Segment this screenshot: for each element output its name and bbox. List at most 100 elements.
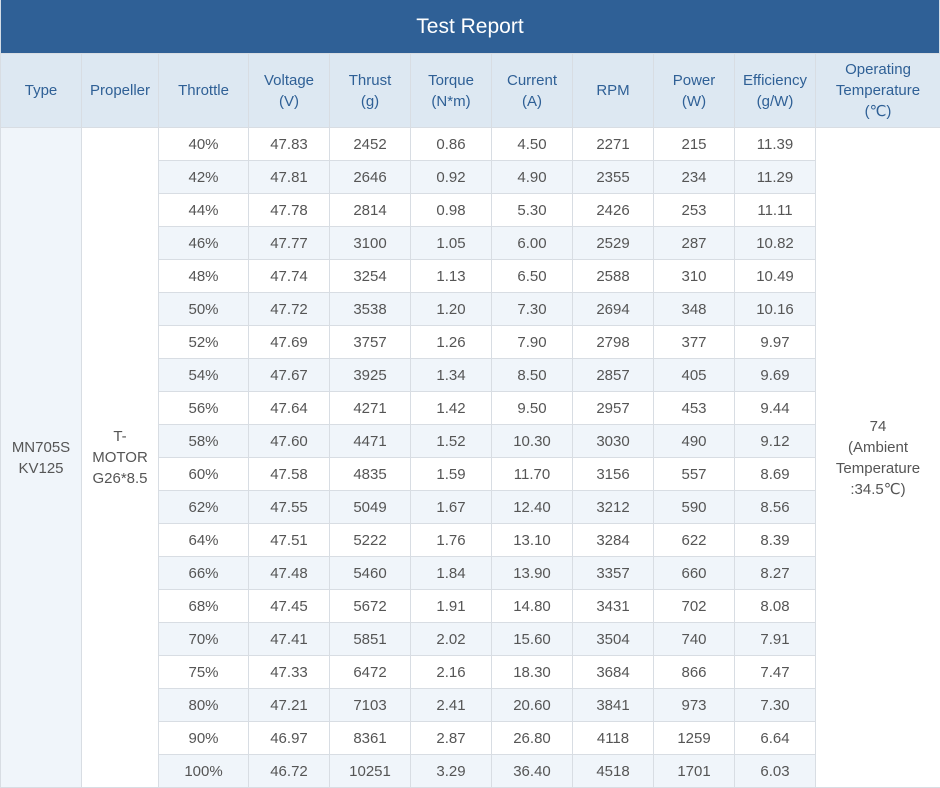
power-cell: 405 xyxy=(654,359,735,392)
rpm-cell: 2857 xyxy=(573,359,654,392)
throttle-cell: 58% xyxy=(159,425,249,458)
rpm-cell: 3684 xyxy=(573,656,654,689)
thrust-cell: 5460 xyxy=(330,557,411,590)
torque-cell: 2.41 xyxy=(411,689,492,722)
torque-cell: 1.76 xyxy=(411,524,492,557)
header-row: Type Propeller Throttle Voltage(V) Thrus… xyxy=(1,54,940,128)
torque-cell: 1.52 xyxy=(411,425,492,458)
throttle-cell: 40% xyxy=(159,128,249,161)
power-cell: 310 xyxy=(654,260,735,293)
throttle-cell: 56% xyxy=(159,392,249,425)
efficiency-cell: 9.12 xyxy=(735,425,816,458)
voltage-cell: 47.55 xyxy=(249,491,330,524)
power-cell: 740 xyxy=(654,623,735,656)
thrust-cell: 5672 xyxy=(330,590,411,623)
current-cell: 14.80 xyxy=(492,590,573,623)
report-title: Test Report xyxy=(0,0,940,53)
header-power: Power(W) xyxy=(654,54,735,128)
rpm-cell: 3156 xyxy=(573,458,654,491)
throttle-cell: 52% xyxy=(159,326,249,359)
torque-cell: 1.13 xyxy=(411,260,492,293)
efficiency-cell: 8.56 xyxy=(735,491,816,524)
rpm-cell: 2798 xyxy=(573,326,654,359)
voltage-cell: 47.60 xyxy=(249,425,330,458)
voltage-cell: 47.78 xyxy=(249,194,330,227)
rpm-cell: 3212 xyxy=(573,491,654,524)
thrust-cell: 4835 xyxy=(330,458,411,491)
header-thrust: Thrust(g) xyxy=(330,54,411,128)
current-cell: 7.90 xyxy=(492,326,573,359)
throttle-cell: 44% xyxy=(159,194,249,227)
efficiency-cell: 8.69 xyxy=(735,458,816,491)
rpm-cell: 2694 xyxy=(573,293,654,326)
torque-cell: 3.29 xyxy=(411,755,492,788)
header-torque: Torque(N*m) xyxy=(411,54,492,128)
header-rpm: RPM xyxy=(573,54,654,128)
torque-cell: 2.87 xyxy=(411,722,492,755)
torque-cell: 1.42 xyxy=(411,392,492,425)
torque-cell: 0.92 xyxy=(411,161,492,194)
efficiency-cell: 7.47 xyxy=(735,656,816,689)
torque-cell: 2.02 xyxy=(411,623,492,656)
efficiency-cell: 8.39 xyxy=(735,524,816,557)
voltage-cell: 47.33 xyxy=(249,656,330,689)
current-cell: 5.30 xyxy=(492,194,573,227)
current-cell: 8.50 xyxy=(492,359,573,392)
throttle-cell: 54% xyxy=(159,359,249,392)
efficiency-cell: 6.03 xyxy=(735,755,816,788)
efficiency-cell: 11.11 xyxy=(735,194,816,227)
throttle-cell: 66% xyxy=(159,557,249,590)
power-cell: 702 xyxy=(654,590,735,623)
voltage-cell: 47.41 xyxy=(249,623,330,656)
voltage-cell: 47.81 xyxy=(249,161,330,194)
efficiency-cell: 10.16 xyxy=(735,293,816,326)
efficiency-cell: 9.44 xyxy=(735,392,816,425)
thrust-cell: 2646 xyxy=(330,161,411,194)
motor-type-kv: KV125 xyxy=(18,460,63,477)
power-cell: 253 xyxy=(654,194,735,227)
voltage-cell: 47.48 xyxy=(249,557,330,590)
efficiency-cell: 9.69 xyxy=(735,359,816,392)
voltage-cell: 47.69 xyxy=(249,326,330,359)
thrust-cell: 2452 xyxy=(330,128,411,161)
thrust-cell: 10251 xyxy=(330,755,411,788)
rpm-cell: 3431 xyxy=(573,590,654,623)
torque-cell: 1.67 xyxy=(411,491,492,524)
header-throttle: Throttle xyxy=(159,54,249,128)
thrust-cell: 8361 xyxy=(330,722,411,755)
torque-cell: 1.05 xyxy=(411,227,492,260)
thrust-cell: 3757 xyxy=(330,326,411,359)
rpm-cell: 3504 xyxy=(573,623,654,656)
rpm-cell: 2529 xyxy=(573,227,654,260)
throttle-cell: 80% xyxy=(159,689,249,722)
current-cell: 26.80 xyxy=(492,722,573,755)
thrust-cell: 5049 xyxy=(330,491,411,524)
throttle-cell: 70% xyxy=(159,623,249,656)
current-cell: 6.00 xyxy=(492,227,573,260)
power-cell: 234 xyxy=(654,161,735,194)
power-cell: 557 xyxy=(654,458,735,491)
header-propeller: Propeller xyxy=(82,54,159,128)
rpm-cell: 4518 xyxy=(573,755,654,788)
rpm-cell: 2588 xyxy=(573,260,654,293)
power-cell: 215 xyxy=(654,128,735,161)
test-report-table: Type Propeller Throttle Voltage(V) Thrus… xyxy=(0,53,940,788)
voltage-cell: 47.21 xyxy=(249,689,330,722)
efficiency-cell: 10.49 xyxy=(735,260,816,293)
power-cell: 287 xyxy=(654,227,735,260)
header-type: Type xyxy=(1,54,82,128)
voltage-cell: 46.97 xyxy=(249,722,330,755)
power-cell: 453 xyxy=(654,392,735,425)
torque-cell: 1.34 xyxy=(411,359,492,392)
current-cell: 18.30 xyxy=(492,656,573,689)
throttle-cell: 46% xyxy=(159,227,249,260)
efficiency-cell: 7.30 xyxy=(735,689,816,722)
torque-cell: 2.16 xyxy=(411,656,492,689)
current-cell: 4.50 xyxy=(492,128,573,161)
voltage-cell: 47.83 xyxy=(249,128,330,161)
throttle-cell: 100% xyxy=(159,755,249,788)
current-cell: 9.50 xyxy=(492,392,573,425)
